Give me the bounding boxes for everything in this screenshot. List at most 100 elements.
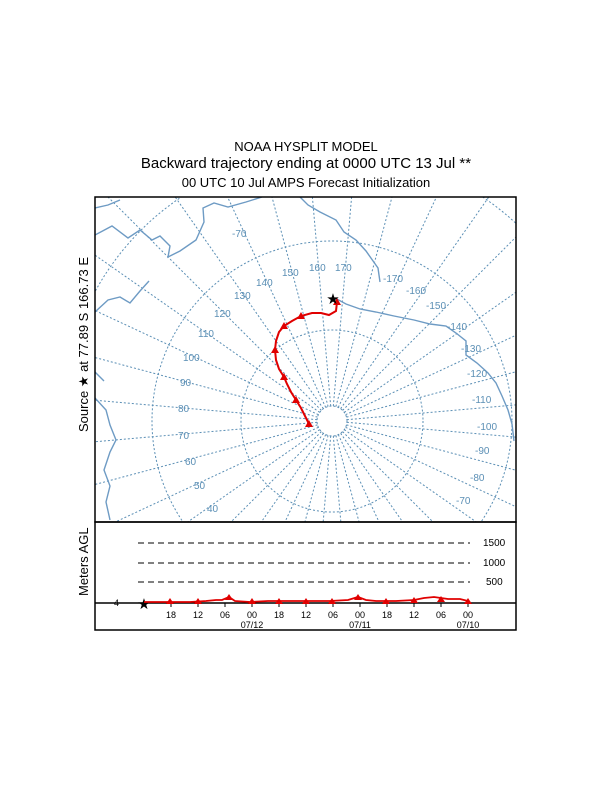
lon-label: 120	[214, 309, 231, 320]
time-tick-label: 06	[328, 610, 338, 620]
meridian-line	[342, 431, 434, 522]
date-label: 07/11	[349, 620, 371, 630]
lon-label: 130	[234, 291, 251, 302]
lon-label: -90	[475, 446, 490, 457]
meridian-line	[346, 424, 516, 471]
trajectory-title: Backward trajectory ending at 0000 UTC 1…	[140, 155, 472, 172]
lon-label: -150	[426, 301, 446, 312]
meridian-line	[95, 399, 318, 421]
meridian-line	[186, 429, 320, 522]
source-star-icon: ★	[326, 291, 339, 308]
lon-label: -160	[406, 286, 426, 297]
latitude-circles	[95, 197, 516, 522]
lon-label: -170	[383, 274, 403, 285]
lon-label: 110	[198, 329, 214, 340]
meridian-line	[346, 404, 516, 421]
meridian-line	[95, 254, 320, 413]
lon-label: 50	[194, 481, 206, 492]
meridian-line	[337, 434, 380, 522]
meridian-line	[95, 309, 319, 416]
lon-label: 140	[256, 278, 273, 289]
lon-label: -140	[447, 322, 467, 333]
coastline	[95, 197, 515, 521]
lon-label: 150	[282, 268, 299, 279]
lon-label: -70	[232, 229, 247, 240]
time-tick-label: 18	[382, 610, 392, 620]
lon-label: -100	[477, 422, 497, 433]
meridian-line	[304, 435, 329, 522]
date-label: 07/12	[241, 620, 264, 630]
height-reference-lines	[138, 542, 470, 583]
meridian-line	[340, 433, 404, 522]
source-location-label: Source ★ at 77.89 S 166.73 E	[76, 257, 91, 432]
meridian-line	[345, 426, 516, 508]
meridian-line	[260, 433, 324, 522]
meridian-line	[107, 197, 322, 411]
lon-label: 90	[180, 378, 192, 389]
lon-label: 100	[183, 353, 200, 364]
meridian-line	[284, 434, 327, 522]
map-frame	[94, 196, 517, 523]
height-label: 500	[486, 577, 503, 588]
meridian-line	[346, 371, 516, 418]
lon-label: -110	[472, 395, 492, 406]
meridian-line	[332, 197, 353, 407]
meridian-line	[345, 334, 516, 416]
time-tick-label: 00	[463, 610, 473, 620]
time-tick-label: 06	[220, 610, 230, 620]
profile-frame	[94, 521, 517, 631]
time-tick-label: 12	[301, 610, 311, 620]
level-marker: 4	[114, 598, 119, 608]
meridian-line	[95, 424, 318, 486]
meridian-line	[337, 197, 437, 408]
height-markers	[166, 594, 472, 604]
trajectory-markers	[271, 298, 341, 427]
time-tick-label: 18	[274, 610, 284, 620]
time-tick-label: 12	[409, 610, 419, 620]
meridian-line	[335, 435, 360, 522]
longitude-labels: -70 170 -170 -160 -150 -140 -130 -120 -1…	[178, 229, 497, 515]
meridian-line	[311, 197, 332, 407]
lon-label: -130	[461, 344, 481, 355]
meridian-line	[332, 435, 342, 522]
profile-ylabel: Meters AGL	[76, 527, 91, 596]
source-star-icon: ★	[137, 596, 150, 613]
lon-label: -70	[456, 496, 471, 507]
time-tick-label: 00	[355, 610, 365, 620]
meridian-line	[95, 356, 318, 418]
lon-label: 40	[207, 504, 219, 515]
meridian-line	[95, 421, 318, 443]
height-labels: 1500 1000 500	[483, 538, 506, 588]
height-label: 1000	[483, 558, 506, 569]
meridian-line	[230, 431, 322, 522]
map-content: ★ -70 170 -170 -160 -150 -140 -130 -120 …	[95, 197, 516, 522]
date-label: 07/10	[457, 620, 480, 630]
meridian-line	[346, 421, 516, 438]
lon-label: 70	[178, 431, 190, 442]
lon-label: 80	[178, 404, 190, 415]
forecast-subtitle: 00 UTC 10 Jul AMPS Forecast Initializati…	[181, 175, 431, 190]
meridian-line	[335, 197, 393, 407]
lon-label: 170	[335, 263, 352, 274]
meridian-line	[342, 236, 516, 411]
model-title: NOAA HYSPLIT MODEL	[234, 139, 378, 154]
meridian-lines	[95, 197, 516, 522]
meridian-line	[174, 197, 324, 409]
meridian-line	[344, 291, 516, 413]
time-tick-labels: 18 12 06 00 18 12 06 00 18 12 06 00 07/1…	[166, 610, 479, 630]
time-tick-label: 12	[193, 610, 203, 620]
height-trajectory	[144, 595, 469, 603]
height-label: 1500	[483, 538, 506, 549]
meridian-line	[322, 435, 332, 522]
meridian-line	[340, 197, 490, 409]
lon-label: 60	[185, 457, 197, 468]
meridian-line	[227, 197, 327, 408]
lon-label: 160	[309, 263, 326, 274]
meridian-line	[114, 426, 319, 522]
time-tick-label: 18	[166, 610, 176, 620]
meridian-line	[271, 197, 329, 407]
lon-label: -120	[467, 369, 487, 380]
time-tick-label: 06	[436, 610, 446, 620]
meridian-line	[344, 429, 478, 522]
